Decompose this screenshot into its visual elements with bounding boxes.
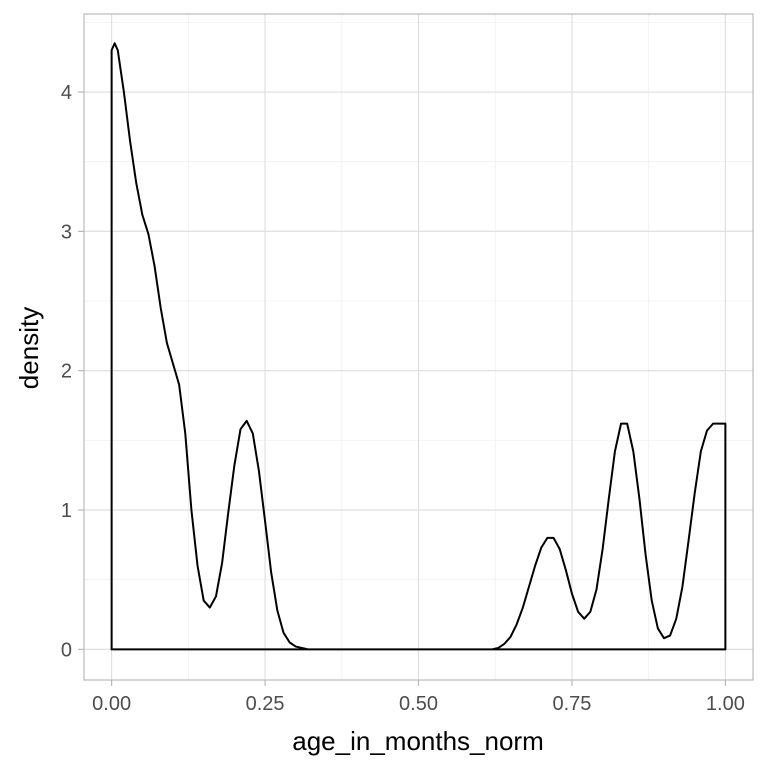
x-axis-title: age_in_months_norm: [292, 726, 544, 756]
y-axis-title: density: [14, 307, 44, 389]
y-tick-label: 0: [61, 639, 72, 661]
y-tick-label: 3: [61, 221, 72, 243]
x-tick-label: 0.00: [92, 693, 131, 715]
y-tick-label: 1: [61, 500, 72, 522]
y-tick-label: 4: [61, 82, 72, 104]
y-tick-label: 2: [61, 361, 72, 383]
x-tick-label: 1.00: [706, 693, 745, 715]
y-axis-ticks: 0 1 2 3 4: [61, 82, 84, 661]
x-tick-label: 0.75: [552, 693, 591, 715]
x-axis-ticks: 0.00 0.25 0.50 0.75 1.00: [92, 680, 745, 715]
x-tick-label: 0.25: [246, 693, 285, 715]
density-curve: [110, 42, 727, 651]
x-tick-label: 0.50: [399, 693, 438, 715]
series-layer: [110, 42, 727, 651]
